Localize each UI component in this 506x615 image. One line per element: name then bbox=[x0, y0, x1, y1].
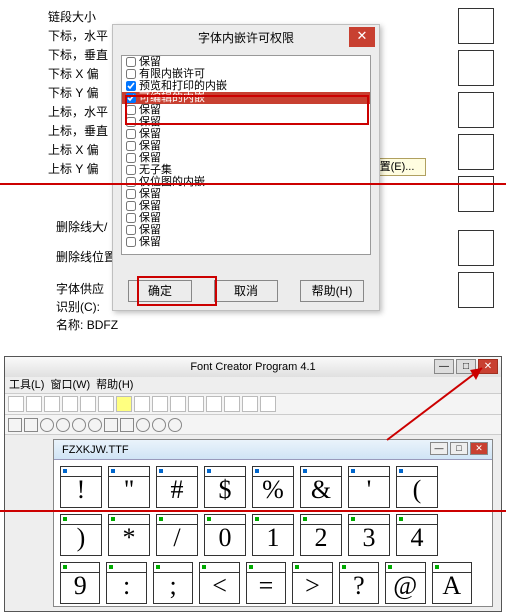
toolbar-1[interactable] bbox=[5, 393, 501, 415]
glyph-cell[interactable]: ' bbox=[348, 466, 390, 508]
maximize-icon[interactable]: □ bbox=[456, 359, 476, 374]
permission-item[interactable]: 保留 bbox=[122, 56, 370, 68]
bg-field-labels: 链段大小下标，水平下标，垂直下标 X 偏下标 Y 偏上标，水平上标，垂直上标 X… bbox=[48, 8, 108, 179]
glyph-cell[interactable]: 0 bbox=[204, 514, 246, 556]
permission-item[interactable]: 保留 bbox=[122, 116, 370, 128]
menubar[interactable]: 工具(L) 窗口(W) 帮助(H) bbox=[5, 377, 501, 393]
glyph-cell[interactable]: = bbox=[246, 562, 286, 604]
glyph-cell[interactable]: % bbox=[252, 466, 294, 508]
cancel-button[interactable]: 取消 bbox=[214, 280, 278, 302]
permission-item[interactable]: 无子集 bbox=[122, 164, 370, 176]
permission-item[interactable]: 保留 bbox=[122, 212, 370, 224]
doc-maximize-icon[interactable]: □ bbox=[450, 442, 468, 455]
glyph-cell[interactable]: # bbox=[156, 466, 198, 508]
glyph-cell[interactable]: 1 bbox=[252, 514, 294, 556]
permission-item[interactable]: 仅位图的内嵌 bbox=[122, 176, 370, 188]
glyph-cell[interactable]: * bbox=[108, 514, 150, 556]
permission-item[interactable]: 保留 bbox=[122, 188, 370, 200]
glyph-cell[interactable]: > bbox=[292, 562, 332, 604]
dialog-title: 字体内嵌许可权限 ✕ bbox=[113, 25, 379, 51]
permission-listbox[interactable]: 保留有限内嵌许可预览和打印的内嵌可编辑的内嵌保留保留保留保留保留无子集仅位图的内… bbox=[121, 55, 371, 255]
permission-item[interactable]: 保留 bbox=[122, 104, 370, 116]
glyph-cell[interactable]: & bbox=[300, 466, 342, 508]
red-horizontal-line-top bbox=[0, 183, 506, 185]
glyph-cell[interactable]: ? bbox=[339, 562, 379, 604]
permission-item[interactable]: 保留 bbox=[122, 140, 370, 152]
glyph-cell[interactable]: @ bbox=[385, 562, 425, 604]
font-document-window: FZXKJW.TTF — □ ✕ !"#$%&'()*/01234 9:;<=>?… bbox=[53, 439, 493, 607]
menu-item[interactable]: 工具(L) bbox=[9, 379, 44, 391]
glyph-cell[interactable]: ! bbox=[60, 466, 102, 508]
program-titlebar: Font Creator Program 4.1 — □ ✕ bbox=[5, 357, 501, 377]
menu-item[interactable]: 窗口(W) bbox=[50, 379, 90, 391]
doc-minimize-icon[interactable]: — bbox=[430, 442, 448, 455]
glyph-cell[interactable]: : bbox=[106, 562, 146, 604]
minimize-icon[interactable]: — bbox=[434, 359, 454, 374]
permission-item[interactable]: 保留 bbox=[122, 128, 370, 140]
label-strike-pos: 删除线位置 bbox=[56, 248, 116, 265]
glyph-cell[interactable]: A bbox=[432, 562, 472, 604]
glyph-cell[interactable]: ) bbox=[60, 514, 102, 556]
permission-item[interactable]: 可编辑的内嵌 bbox=[122, 92, 370, 104]
glyph-cell[interactable]: 2 bbox=[300, 514, 342, 556]
font-creator-window: Font Creator Program 4.1 — □ ✕ 工具(L) 窗口(W… bbox=[4, 356, 502, 612]
menu-item[interactable]: 帮助(H) bbox=[96, 379, 133, 391]
label-name: 名称: BDFZ bbox=[56, 316, 118, 333]
glyph-cell[interactable]: 3 bbox=[348, 514, 390, 556]
permission-item[interactable]: 预览和打印的内嵌 bbox=[122, 80, 370, 92]
red-horizontal-line-bottom bbox=[0, 510, 506, 512]
ok-button[interactable]: 确定 bbox=[128, 280, 192, 302]
glyph-cell[interactable]: ; bbox=[153, 562, 193, 604]
glyph-cell[interactable]: / bbox=[156, 514, 198, 556]
embed-permission-dialog: 字体内嵌许可权限 ✕ 保留有限内嵌许可预览和打印的内嵌可编辑的内嵌保留保留保留保… bbox=[112, 24, 380, 311]
doc-title: FZXKJW.TTF — □ ✕ bbox=[54, 440, 492, 460]
label-supplier: 字体供应 bbox=[56, 280, 104, 297]
glyph-grid[interactable]: !"#$%&'()*/01234 9:;<=>?@A bbox=[60, 466, 472, 602]
permission-item[interactable]: 有限内嵌许可 bbox=[122, 68, 370, 80]
toolbar-2[interactable] bbox=[5, 415, 501, 435]
label-id: 识别(C): bbox=[56, 298, 100, 315]
glyph-cell[interactable]: $ bbox=[204, 466, 246, 508]
label-strike-size: 删除线大/ bbox=[56, 218, 107, 235]
permission-item[interactable]: 保留 bbox=[122, 152, 370, 164]
glyph-cell[interactable]: 9 bbox=[60, 562, 100, 604]
close-icon[interactable]: ✕ bbox=[349, 27, 375, 47]
glyph-cell[interactable]: 4 bbox=[396, 514, 438, 556]
bg-right-grid bbox=[458, 8, 498, 314]
name-value: BDFZ bbox=[87, 318, 118, 332]
permission-item[interactable]: 保留 bbox=[122, 200, 370, 212]
glyph-cell[interactable]: ( bbox=[396, 466, 438, 508]
glyph-cell[interactable]: < bbox=[199, 562, 239, 604]
glyph-cell[interactable]: " bbox=[108, 466, 150, 508]
permission-item[interactable]: 保留 bbox=[122, 236, 370, 248]
zoom-icon bbox=[116, 396, 132, 412]
help-button[interactable]: 帮助(H) bbox=[300, 280, 364, 302]
close-icon[interactable]: ✕ bbox=[478, 359, 498, 374]
permission-item[interactable]: 保留 bbox=[122, 224, 370, 236]
doc-close-icon[interactable]: ✕ bbox=[470, 442, 488, 455]
